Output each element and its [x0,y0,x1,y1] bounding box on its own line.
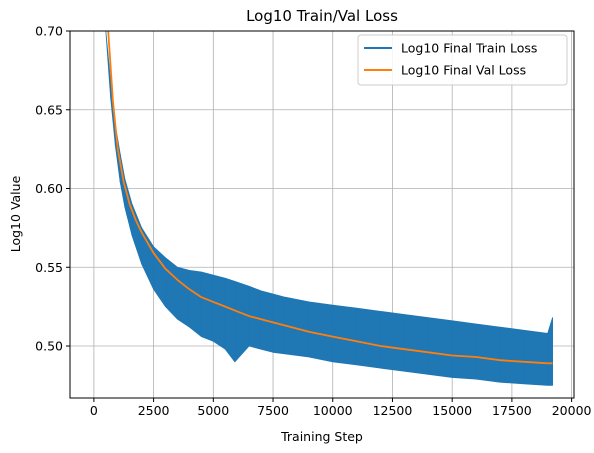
x-tick-label: 7500 [257,403,289,418]
y-axis-label: Log10 Value [8,175,23,252]
x-tick-label: 15000 [432,403,472,418]
x-tick-label: 10000 [313,403,353,418]
y-tick-label: 0.65 [35,102,63,117]
y-tick-label: 0.50 [35,339,63,354]
legend-label-val: Log10 Final Val Loss [401,63,526,78]
axis-ticks: 0 2500 5000 7500 10000 12500 15000 17500 20000 0.… [35,24,591,419]
x-tick-label: 12500 [373,403,413,418]
x-tick-label: 5000 [197,403,229,418]
x-tick-label: 17500 [492,403,532,418]
legend-label-train: Log10 Final Train Loss [401,41,537,56]
y-tick-label: 0.55 [35,260,63,275]
x-tick-label: 0 [90,403,98,418]
plot-area [105,31,554,386]
x-tick-label: 2500 [138,403,170,418]
x-tick-label: 20000 [552,403,592,418]
legend: Log10 Final Train Loss Log10 Final Val L… [357,34,568,86]
y-tick-label: 0.70 [35,24,63,39]
y-tick-label: 0.60 [35,181,63,196]
plot-frame [69,30,575,399]
x-axis-label: Training Step [280,429,363,444]
val-loss-line [107,31,553,365]
chart-title: Log10 Train/Val Loss [246,7,398,25]
legend-box [357,34,568,86]
